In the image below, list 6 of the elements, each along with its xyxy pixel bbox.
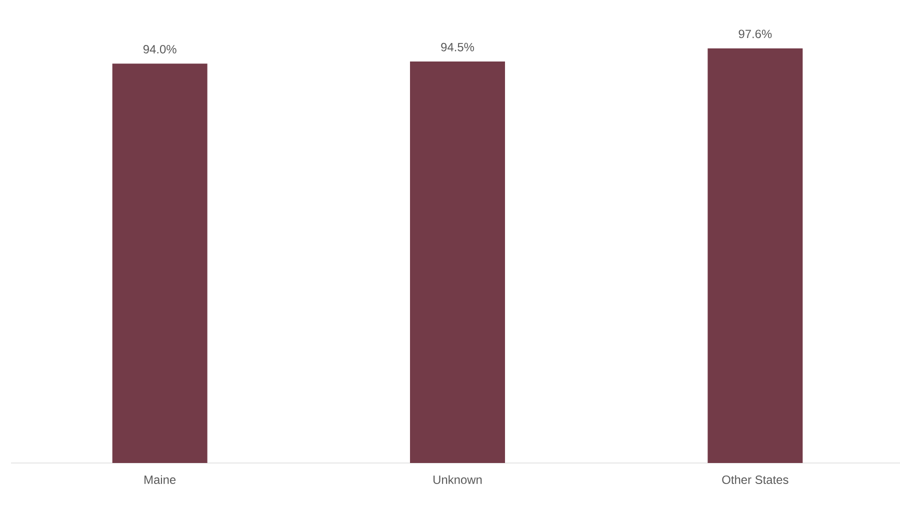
data-label: 94.0% [143, 44, 176, 54]
data-label: 97.6% [738, 30, 772, 38]
x-tick-label: Unknown [434, 475, 482, 484]
x-tick-label: Other States [722, 475, 788, 484]
data-label: 94.5% [441, 42, 474, 52]
x-tick-label: Maine [144, 475, 176, 484]
